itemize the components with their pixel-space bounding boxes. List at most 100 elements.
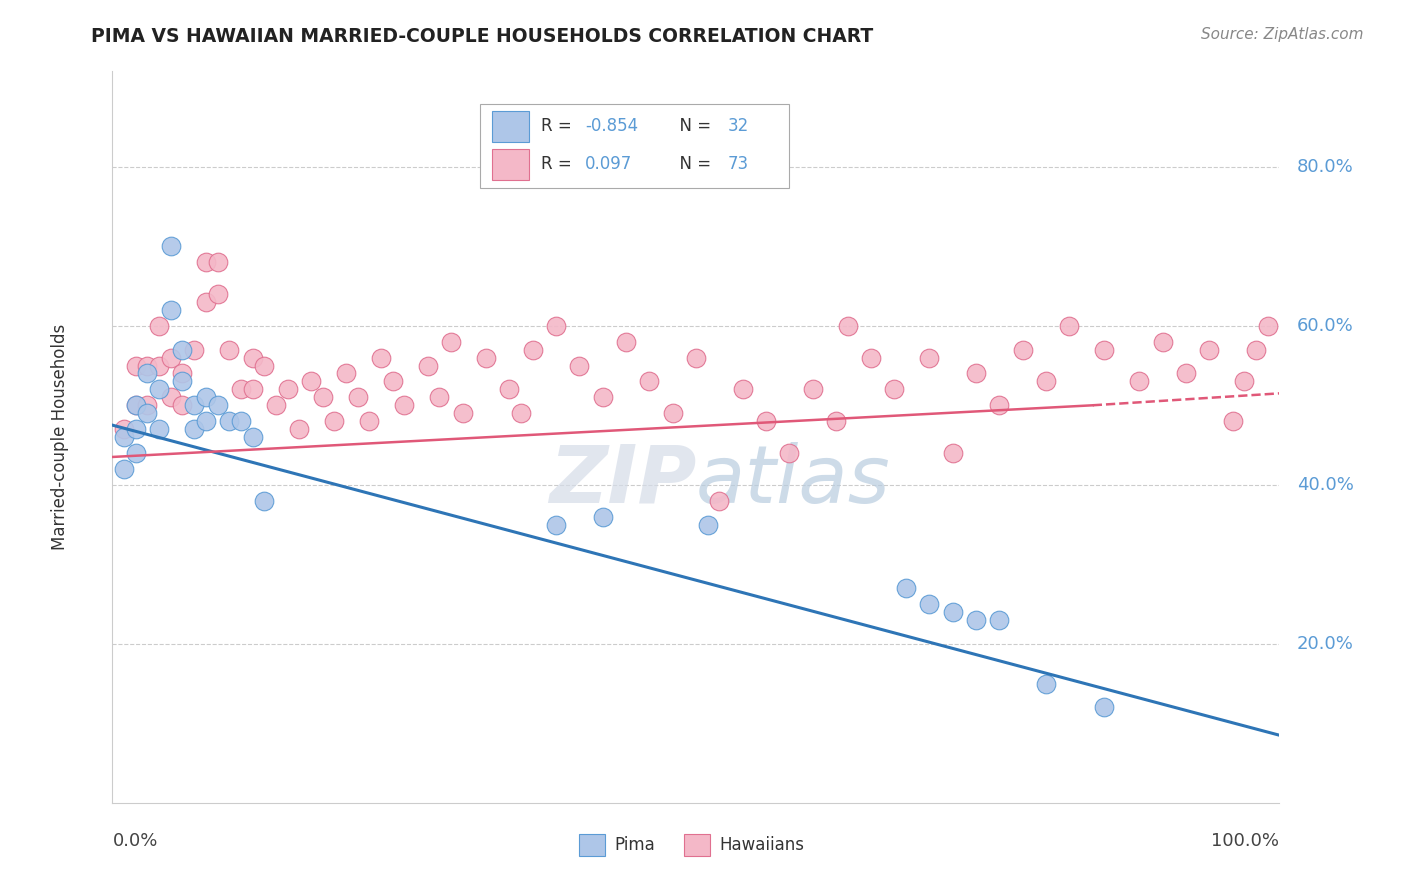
Point <box>394 398 416 412</box>
Point <box>427 390 450 404</box>
Point <box>1059 318 1081 333</box>
Point <box>685 351 707 365</box>
Point <box>335 367 357 381</box>
Point <box>183 422 205 436</box>
Point <box>942 446 965 460</box>
Point <box>381 375 404 389</box>
Text: 20.0%: 20.0% <box>1296 635 1354 653</box>
Point <box>918 597 941 611</box>
Text: 73: 73 <box>727 155 748 173</box>
Point <box>264 398 287 412</box>
Point <box>218 343 240 357</box>
Point <box>160 302 183 317</box>
Point <box>242 430 264 444</box>
Point <box>1222 414 1244 428</box>
Point <box>125 359 148 373</box>
Point <box>860 351 883 365</box>
Point <box>661 406 683 420</box>
Point <box>498 383 520 397</box>
Point <box>359 414 381 428</box>
Point <box>942 605 965 619</box>
Text: Source: ZipAtlas.com: Source: ZipAtlas.com <box>1201 27 1364 42</box>
Text: 80.0%: 80.0% <box>1296 158 1354 176</box>
Point <box>1152 334 1174 349</box>
Point <box>522 343 544 357</box>
Bar <box>492 149 529 179</box>
Text: 100.0%: 100.0% <box>1212 832 1279 850</box>
Point <box>207 398 229 412</box>
Point <box>323 414 346 428</box>
Point <box>346 390 368 404</box>
Point <box>544 318 567 333</box>
Point <box>148 359 170 373</box>
Point <box>148 422 170 436</box>
Point <box>172 343 194 357</box>
Point <box>194 294 217 309</box>
Point <box>136 406 159 420</box>
Point <box>370 351 392 365</box>
Point <box>229 414 252 428</box>
Point <box>253 493 276 508</box>
Point <box>638 375 661 389</box>
Text: N =: N = <box>669 117 717 136</box>
Point <box>568 359 591 373</box>
Point <box>592 509 614 524</box>
Point <box>1094 343 1116 357</box>
Point <box>218 414 240 428</box>
Bar <box>579 834 605 856</box>
Point <box>755 414 778 428</box>
Point <box>592 390 614 404</box>
Text: 0.097: 0.097 <box>585 155 633 173</box>
Point <box>778 446 800 460</box>
Point <box>1175 367 1198 381</box>
Point <box>416 359 439 373</box>
Point <box>125 398 148 412</box>
Point <box>148 383 170 397</box>
Text: ZIP: ZIP <box>548 442 696 520</box>
Point <box>825 414 848 428</box>
Point <box>1257 318 1279 333</box>
Point <box>242 351 264 365</box>
Point <box>731 383 754 397</box>
Point <box>837 318 859 333</box>
Point <box>160 351 183 365</box>
Point <box>299 375 322 389</box>
Point <box>194 414 217 428</box>
Point <box>125 422 148 436</box>
FancyBboxPatch shape <box>479 104 789 188</box>
Point <box>194 390 217 404</box>
Point <box>112 422 135 436</box>
Text: Married-couple Households: Married-couple Households <box>51 324 69 550</box>
Point <box>229 383 252 397</box>
Point <box>136 398 159 412</box>
Point <box>125 446 148 460</box>
Point <box>125 398 148 412</box>
Point <box>311 390 333 404</box>
Point <box>207 287 229 301</box>
Point <box>112 430 135 444</box>
Point <box>183 343 205 357</box>
Point <box>136 367 159 381</box>
Point <box>801 383 824 397</box>
Point <box>883 383 905 397</box>
Text: R =: R = <box>541 155 582 173</box>
Point <box>207 255 229 269</box>
Point <box>276 383 298 397</box>
Point <box>509 406 531 420</box>
Point <box>965 613 987 627</box>
Text: 0.0%: 0.0% <box>112 832 157 850</box>
Point <box>1128 375 1150 389</box>
Point <box>475 351 498 365</box>
Point <box>1035 676 1057 690</box>
Point <box>172 367 194 381</box>
Point <box>160 390 183 404</box>
Text: R =: R = <box>541 117 576 136</box>
Point <box>918 351 941 365</box>
Point <box>894 581 917 595</box>
Point <box>288 422 311 436</box>
Point <box>1011 343 1033 357</box>
Text: Pima: Pima <box>614 836 655 855</box>
Point <box>1035 375 1057 389</box>
Text: atlas: atlas <box>696 442 891 520</box>
Point <box>614 334 637 349</box>
